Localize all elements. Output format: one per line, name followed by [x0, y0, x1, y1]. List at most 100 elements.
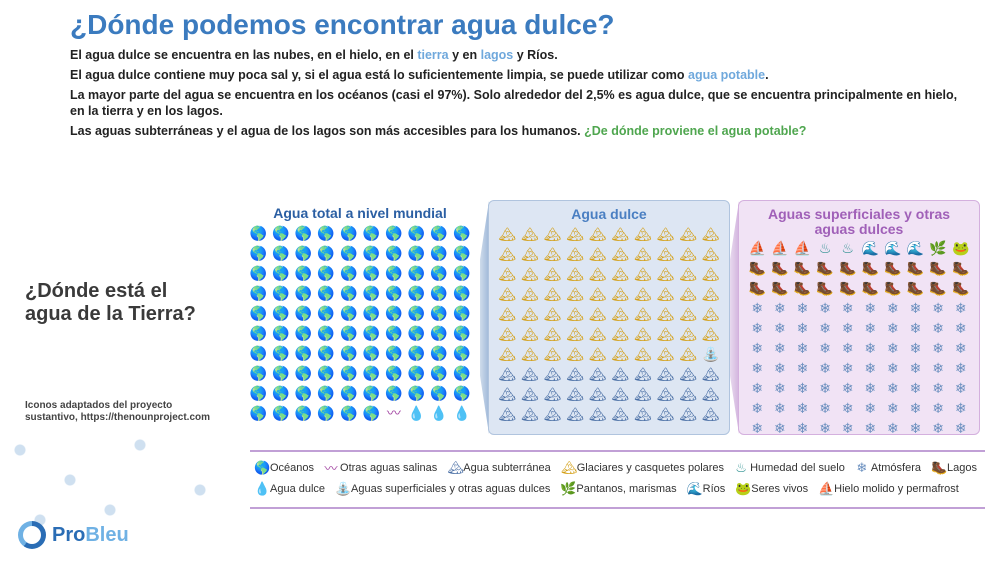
grid-cell: ❄ — [950, 299, 971, 317]
grid-cell: 🌎 — [271, 264, 292, 282]
grid-cell: 🌎 — [293, 364, 314, 382]
grid-cell: 🏔 — [655, 385, 676, 403]
grid-cell: 🏔 — [610, 245, 631, 263]
grid-cell: 🌎 — [338, 404, 359, 422]
grid-cell: ❄ — [815, 339, 836, 357]
grid-cell: 〰 — [384, 404, 405, 422]
grid-cell: 🌎 — [429, 244, 450, 262]
grid-cell: 🏔 — [565, 285, 586, 303]
grid-cell: 🌊 — [883, 239, 904, 257]
grid-cell: 🥾 — [837, 279, 858, 297]
grid-cell: 🏔 — [587, 245, 608, 263]
legend-label: Agua subterránea — [463, 462, 550, 474]
grid-cell: 🌎 — [384, 244, 405, 262]
grid-cell: 🏔 — [610, 385, 631, 403]
grid-cell: 🌎 — [384, 324, 405, 342]
grid-cell: 🌎 — [316, 264, 337, 282]
grid-cell: 🌎 — [406, 384, 427, 402]
grid-cell: 🌎 — [361, 324, 382, 342]
grid-cell: 🌎 — [293, 284, 314, 302]
grid-cell: 🥾 — [950, 259, 971, 277]
grid-cell: 🌎 — [293, 224, 314, 242]
grid-cell: ❄ — [928, 379, 949, 397]
intro-p1: El agua dulce se encuentra en las nubes,… — [70, 47, 970, 64]
grid-cell: 🏔 — [633, 225, 654, 243]
grid-cell: 🌎 — [293, 344, 314, 362]
grid-cell: 🌎 — [271, 344, 292, 362]
grid-cell: ❄ — [905, 359, 926, 377]
grid-cell: 🌎 — [451, 364, 472, 382]
grid-cell: 🌎 — [384, 264, 405, 282]
grid-cell: 🏔 — [610, 225, 631, 243]
grid-cell: 🏔 — [587, 305, 608, 323]
grid-cell: ⛵ — [747, 239, 768, 257]
grid-cell: ❄ — [792, 399, 813, 417]
grid-cell: 🌎 — [384, 344, 405, 362]
grid-cell: 🏔 — [700, 285, 721, 303]
grid-cell: 🌎 — [271, 304, 292, 322]
legend-swatch-icon: 🏔 — [561, 460, 575, 476]
legend-item: 🏔Glaciares y casquetes polares — [561, 458, 724, 477]
grid-cell: 🌎 — [316, 344, 337, 362]
grid-cell: ⛵ — [770, 239, 791, 257]
grid-cell: 🌎 — [338, 324, 359, 342]
grid-cell: 🌊 — [905, 239, 926, 257]
grid-cell: 🌎 — [293, 384, 314, 402]
grid-cell: 🏔 — [655, 305, 676, 323]
grid-cell: ❄ — [883, 319, 904, 337]
grid-cell: ❄ — [837, 399, 858, 417]
grid-cell: 🏔 — [610, 305, 631, 323]
grid-cell: 🌎 — [406, 344, 427, 362]
legend-swatch-icon: ♨ — [734, 460, 748, 476]
grid-cell: 🌎 — [361, 404, 382, 422]
grid-cell: 🏔 — [633, 405, 654, 423]
link-lagos[interactable]: lagos — [481, 48, 514, 62]
grid-cell: 🏔 — [497, 345, 518, 363]
legend-item: 🌿Pantanos, marismas — [560, 481, 676, 497]
grid-cell: 🏔 — [700, 385, 721, 403]
grid-cell: 🌎 — [316, 284, 337, 302]
grid-cell: ❄ — [860, 319, 881, 337]
grid-cell: 🏔 — [565, 265, 586, 283]
link-tierra[interactable]: tierra — [417, 48, 448, 62]
grid-cell: 🏔 — [587, 265, 608, 283]
legend-label: Humedad del suelo — [750, 462, 845, 474]
grid-cell: ❄ — [883, 379, 904, 397]
grid-cell: 💧 — [406, 404, 427, 422]
grid-cell: 🌎 — [338, 244, 359, 262]
grid-cell: 🌎 — [451, 264, 472, 282]
grid-cell: 🌎 — [361, 284, 382, 302]
grid-cell: 🥾 — [815, 259, 836, 277]
grid-cell: ❄ — [837, 419, 858, 437]
grid-cell: ❄ — [905, 299, 926, 317]
grid-cell: 🌎 — [316, 404, 337, 422]
grid-cell: 🌎 — [338, 364, 359, 382]
grid-cell: 🏔 — [565, 325, 586, 343]
grid-cell: 🌎 — [248, 384, 269, 402]
grid-cell: 🌎 — [451, 224, 472, 242]
grid-cell: ❄ — [837, 379, 858, 397]
legend-row-1: 🌎Océanos〰Otras aguas salinas🏔Agua subter… — [254, 458, 981, 477]
grid-cell: 🏔 — [587, 225, 608, 243]
link-agua-potable[interactable]: agua potable — [688, 68, 765, 82]
legend-item: 🌎Océanos — [254, 458, 314, 477]
grid-cell: 🥾 — [770, 279, 791, 297]
grid-cell: 🏔 — [520, 385, 541, 403]
legend-swatch-icon: ⛵ — [818, 481, 832, 497]
grid-cell: ❄ — [928, 399, 949, 417]
grid-cell: 🏔 — [655, 265, 676, 283]
grid-cell: ❄ — [905, 399, 926, 417]
grid-cell: 🏔 — [542, 245, 563, 263]
grid-cell: 💧 — [451, 404, 472, 422]
grid-cell: 🏔 — [587, 365, 608, 383]
grid-cell: ❄ — [770, 319, 791, 337]
grid-cell: 🏔 — [587, 385, 608, 403]
grid-cell: 🌎 — [451, 344, 472, 362]
grid-cell: ❄ — [792, 299, 813, 317]
grid-cell: 🏔 — [542, 305, 563, 323]
legend-swatch-icon: 🌊 — [687, 481, 701, 497]
grid-cell: 🏔 — [678, 245, 699, 263]
grid-cell: 🌎 — [248, 324, 269, 342]
link-donde-proviene[interactable]: ¿De dónde proviene el agua potable? — [584, 124, 806, 138]
grid-cell: ❄ — [860, 399, 881, 417]
